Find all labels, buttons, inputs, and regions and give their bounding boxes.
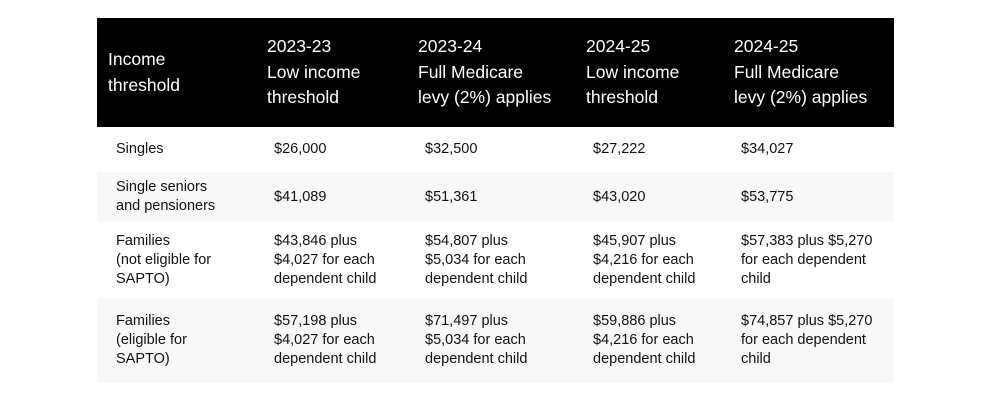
table-cell: $45,907 plus $4,216 for each dependent chi…	[578, 222, 726, 298]
table-row: Single seniors and pensioners $41,089 $51,3…	[97, 172, 894, 222]
cell-line: threshold	[586, 87, 658, 108]
cell-line: $27,222	[593, 141, 646, 157]
cell-line: dependent child	[274, 270, 377, 287]
header-cell: 2023-24 Full Medicare levy (2%) applies	[410, 18, 578, 127]
cell-line: $57,383 plus $5,270	[741, 232, 873, 249]
header-cell: 2024-25 Low income threshold	[578, 18, 726, 127]
cell-line: threshold	[108, 74, 180, 95]
cell-line: $59,886 plus	[593, 313, 677, 329]
cell-line: $4,216 for each	[593, 251, 694, 268]
cell-line: levy (2%) applies	[418, 87, 552, 108]
cell-line: $74,857 plus $5,270	[741, 313, 873, 329]
cell-line: $4,027 for each	[274, 332, 375, 348]
cell-line: $5,034 for each	[425, 251, 526, 268]
table-cell: $51,361	[410, 172, 578, 222]
cell-line: $45,907 plus	[593, 232, 677, 249]
cell-line: threshold	[267, 87, 339, 108]
cell-line: Income	[108, 49, 166, 69]
cell-line: dependent child	[425, 351, 528, 367]
cell-line: $32,500	[425, 141, 478, 157]
cell-line: child	[741, 270, 771, 287]
cell-line: Single seniors	[116, 179, 208, 195]
table-cell: $41,089	[259, 172, 410, 222]
cell-line: Families	[116, 313, 170, 329]
cell-line: for each dependent	[741, 332, 866, 348]
table-row: Families (eligible for SAPTO) $57,198 plus $…	[97, 298, 894, 383]
threshold-table: Income threshold 2023-23 Low income threshol…	[97, 18, 894, 383]
cell-line: Singles	[116, 141, 164, 157]
table-row: Families (not eligible for SAPTO) $43,846 p…	[97, 222, 894, 298]
cell-line: 2023-23	[267, 36, 332, 57]
cell-line: 2024-25	[734, 36, 799, 57]
cell-line: for each dependent	[741, 251, 866, 268]
table-cell: $53,775	[726, 172, 894, 222]
table-cell: $26,000	[259, 127, 410, 172]
cell-line: $41,089	[274, 188, 327, 205]
cell-line: dependent child	[593, 351, 696, 367]
cell-line: Full Medicare	[734, 61, 840, 82]
header-cell: 2023-23 Low income threshold	[259, 18, 410, 127]
table-cell: $32,500	[410, 127, 578, 172]
cell-line: Low income	[267, 61, 361, 82]
table-cell: Families (not eligible for SAPTO)	[97, 222, 259, 298]
cell-line: (not eligible for	[116, 251, 212, 268]
table-cell: $34,027	[726, 127, 894, 172]
cell-line: $71,497 plus	[425, 313, 509, 329]
cell-line: dependent child	[593, 270, 696, 287]
table-cell: $43,846 plus $4,027 for each dependent chi…	[259, 222, 410, 298]
cell-line: $53,775	[741, 188, 794, 205]
cell-line: Low income	[586, 61, 680, 82]
header-cell: 2024-25 Full Medicare levy (2%) applies	[726, 18, 894, 127]
cell-line: $26,000	[274, 141, 327, 157]
table-cell: Singles	[97, 127, 259, 172]
cell-line: (eligible for	[116, 332, 187, 348]
table-cell: $71,497 plus $5,034 for each dependent chi…	[410, 298, 578, 383]
table-cell: Families (eligible for SAPTO)	[97, 298, 259, 383]
cell-line: dependent child	[274, 351, 377, 367]
cell-line: $43,846 plus	[274, 232, 358, 249]
cell-line: $54,807 plus	[425, 232, 509, 249]
cell-line: $43,020	[593, 188, 646, 205]
table-cell: $74,857 plus $5,270 for each dependent chi…	[726, 298, 894, 383]
table-body: Singles $26,000 $32,500 $27,222 $34,027 Singl…	[97, 127, 894, 383]
table-cell: $59,886 plus $4,216 for each dependent chi…	[578, 298, 726, 383]
cell-line: levy (2%) applies	[734, 87, 868, 108]
cell-line: $34,027	[741, 141, 794, 157]
header-row: Income threshold 2023-23 Low income threshol…	[97, 18, 894, 127]
cell-line: child	[741, 351, 771, 367]
table-cell: $57,383 plus $5,270 for each dependent chi…	[726, 222, 894, 298]
table-cell: $54,807 plus $5,034 for each dependent chi…	[410, 222, 578, 298]
table-cell: Single seniors and pensioners	[97, 172, 259, 222]
table-cell: $43,020	[578, 172, 726, 222]
cell-line: $4,027 for each	[274, 251, 375, 268]
cell-line: and pensioners	[116, 198, 216, 214]
cell-line: SAPTO)	[116, 351, 170, 367]
table-row: Singles $26,000 $32,500 $27,222 $34,027	[97, 127, 894, 172]
cell-line: $5,034 for each	[425, 332, 526, 348]
cell-line: 2024-25	[586, 36, 651, 57]
cell-line: 2023-24	[418, 36, 483, 57]
cell-line: Families	[116, 232, 170, 249]
table-cell: $27,222	[578, 127, 726, 172]
header-cell: Income threshold	[97, 18, 259, 127]
cell-line: $51,361	[425, 188, 478, 205]
table-cell: $57,198 plus $4,027 for each dependent chi…	[259, 298, 410, 383]
cell-line: $4,216 for each	[593, 332, 694, 348]
cell-line: $57,198 plus	[274, 313, 358, 329]
cell-line: dependent child	[425, 270, 528, 287]
cell-line: SAPTO)	[116, 270, 170, 287]
cell-line: Full Medicare	[418, 61, 524, 82]
